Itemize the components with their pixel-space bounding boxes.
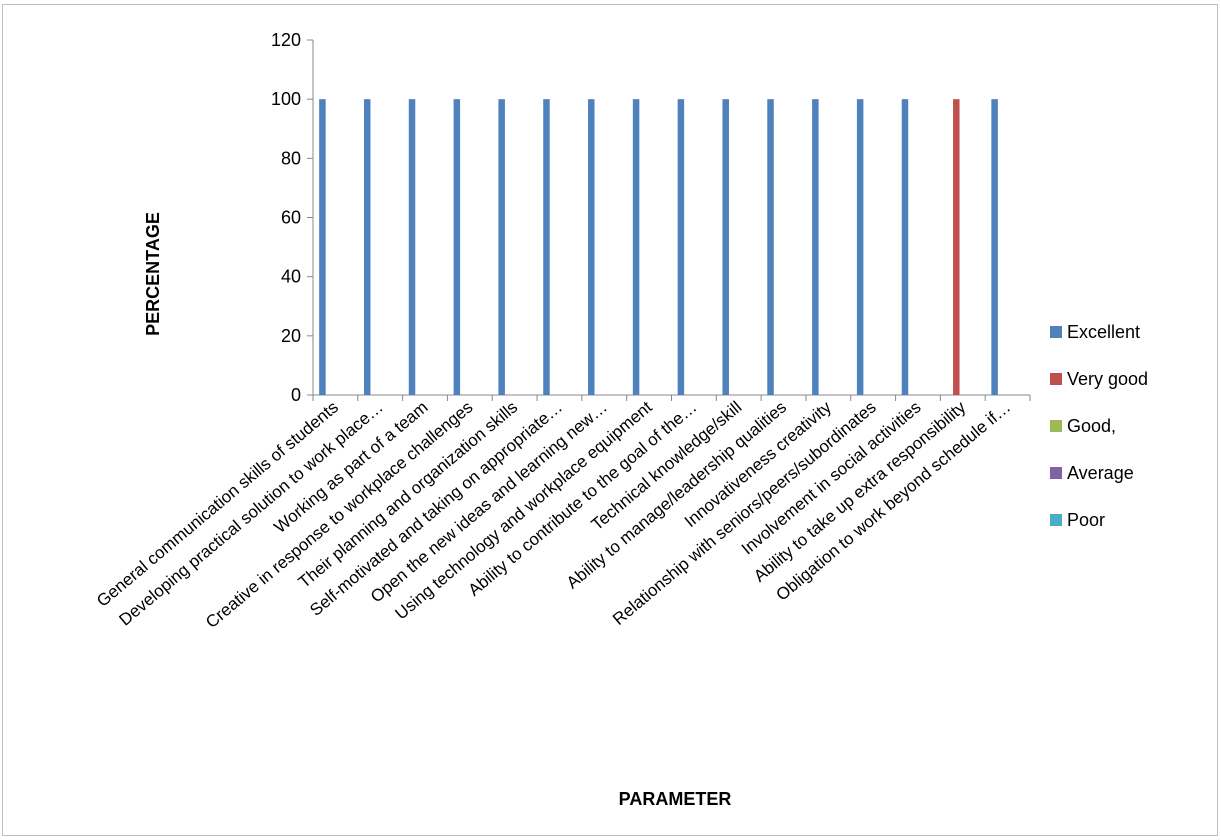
legend-swatch — [1050, 420, 1062, 432]
bar-excellent — [812, 99, 819, 396]
y-tick-label: 0 — [291, 385, 301, 405]
y-tick-label: 60 — [281, 208, 301, 228]
bar-excellent — [408, 99, 416, 396]
bar-very-good — [953, 99, 960, 396]
bar-excellent — [856, 99, 864, 396]
legend-label: Average — [1067, 463, 1134, 483]
y-tick-label: 40 — [281, 267, 301, 287]
legend-label: Poor — [1067, 510, 1105, 530]
chart-frame — [2, 4, 1218, 836]
bar-excellent — [677, 99, 685, 396]
legend-label: Very good — [1067, 369, 1148, 389]
y-axis-title: PERCENTAGE — [143, 212, 163, 336]
legend-swatch — [1050, 373, 1062, 385]
bar-excellent — [632, 99, 640, 396]
bar-excellent — [991, 99, 998, 396]
legend-swatch — [1050, 326, 1062, 338]
legend: Excellent Very good Good, Average Poor — [1050, 322, 1148, 530]
bar-excellent — [319, 99, 326, 396]
legend-label: Good, — [1067, 416, 1116, 436]
y-tick-label: 100 — [271, 89, 301, 109]
y-tick-label: 20 — [281, 326, 301, 346]
legend-swatch — [1050, 514, 1062, 526]
bar-excellent — [722, 99, 729, 396]
x-axis-title: PARAMETER — [619, 789, 732, 809]
legend-swatch — [1050, 467, 1062, 479]
bar-excellent — [901, 99, 909, 396]
y-tick-label: 120 — [271, 30, 301, 50]
bar-excellent — [363, 99, 371, 396]
bar-excellent — [588, 99, 595, 396]
bar-excellent — [453, 99, 461, 396]
legend-label: Excellent — [1067, 322, 1140, 342]
bar-excellent — [767, 99, 774, 396]
bar-excellent — [543, 99, 550, 396]
bar-excellent — [498, 99, 505, 396]
y-tick-label: 80 — [281, 148, 301, 168]
